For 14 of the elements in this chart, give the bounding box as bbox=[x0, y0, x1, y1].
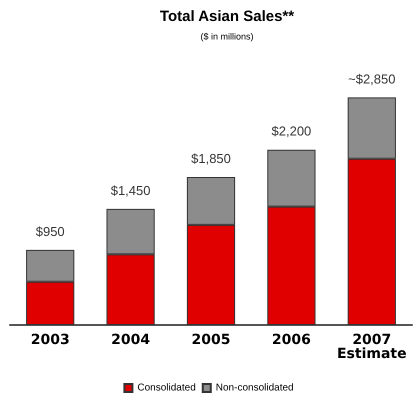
chart-title: Total Asian Sales** bbox=[160, 8, 294, 25]
chart-subtitle: ($ in millions) bbox=[200, 32, 254, 42]
x-tick-label: 2004 bbox=[111, 332, 150, 348]
legend-label: Non-consolidated bbox=[216, 382, 294, 394]
annotation: $1,850 bbox=[191, 151, 231, 166]
annotation: $1,450 bbox=[110, 182, 150, 198]
x-tick-label: 2005 bbox=[192, 332, 230, 348]
x-tick-label: 2007 Estimate bbox=[336, 332, 407, 362]
annotation: $950 bbox=[36, 224, 65, 239]
legend-label: Consolidated bbox=[137, 382, 196, 394]
x-tick-label: 2003 bbox=[30, 332, 70, 348]
x-tick-label: 2006 bbox=[272, 332, 311, 348]
annotation: $2,200 bbox=[272, 124, 312, 139]
annotation: ~$2,850 bbox=[348, 71, 396, 86]
